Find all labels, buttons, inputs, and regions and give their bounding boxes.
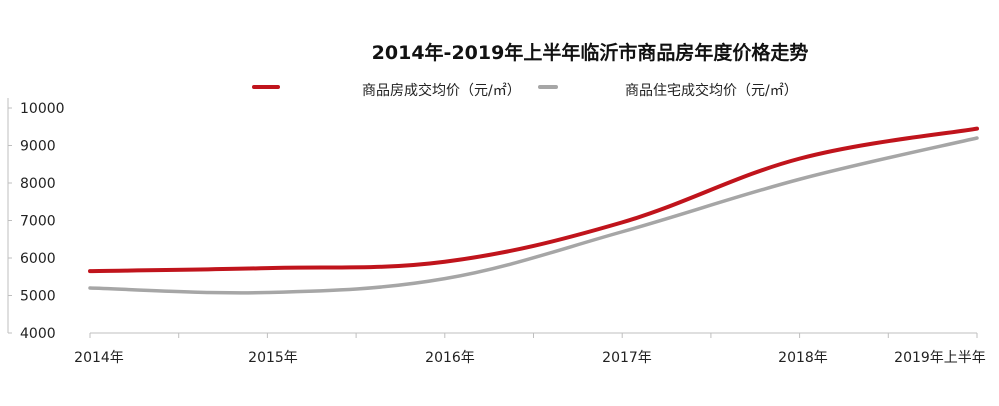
y-tick-label: 9000	[20, 139, 56, 155]
y-tick-label: 5000	[20, 289, 56, 305]
y-tick-label: 7000	[20, 214, 56, 230]
series-line-1	[88, 126, 979, 274]
x-tick-label: 2017年	[602, 350, 652, 366]
y-tick-label: 8000	[20, 176, 56, 192]
x-tick-label: 2016年	[425, 350, 475, 366]
chart-title: 2014年-2019年上半年临沂市商品房年度价格走势	[371, 42, 809, 64]
y-tick-label: 10000	[20, 101, 65, 117]
y-tick-label: 4000	[20, 326, 56, 342]
x-tick-label: 2015年	[248, 350, 298, 366]
legend-label-series-2: 商品住宅成交均价（元/㎡）	[625, 83, 798, 99]
x-tick-label: 2019年上半年	[894, 350, 986, 366]
x-tick-label: 2014年	[74, 350, 124, 366]
x-tick-label: 2018年	[778, 350, 828, 366]
series-line-2	[88, 136, 979, 295]
y-tick-label: 6000	[20, 251, 56, 267]
legend-label-series-1: 商品房成交均价（元/㎡）	[362, 83, 521, 99]
